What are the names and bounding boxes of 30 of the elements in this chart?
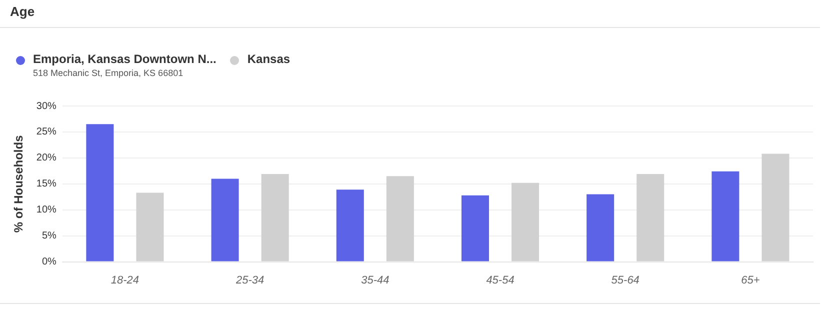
bar [86, 124, 114, 262]
x-tick-label: 35-44 [361, 274, 390, 286]
legend-label: Kansas [247, 52, 290, 66]
y-axis-title: % of Households [12, 134, 26, 233]
x-tick-label: 45-54 [486, 274, 514, 286]
x-tick-label: 65+ [741, 274, 760, 286]
bar [762, 154, 790, 262]
y-tick-label: 20% [36, 152, 57, 164]
text: 518 Mechanic St, Emporia, KS 66801 [33, 68, 184, 78]
y-tick-label: 0% [42, 256, 57, 268]
y-tick-label: 15% [36, 178, 57, 190]
y-tick-label: 5% [42, 230, 57, 242]
bar [261, 174, 289, 262]
chart-title: Age [10, 4, 35, 19]
x-tick-label: 55-64 [611, 274, 640, 286]
bar [386, 176, 414, 262]
bar [211, 178, 239, 262]
bar [712, 171, 740, 262]
x-tick-label: 18-24 [110, 274, 140, 286]
bar [512, 182, 540, 262]
bar [461, 195, 489, 262]
bar [636, 174, 664, 262]
bar [136, 192, 164, 262]
legend-label: Emporia, Kansas Downtown N... [33, 52, 216, 66]
y-tick-label: 25% [36, 126, 57, 138]
bar [336, 190, 364, 262]
bar [586, 194, 614, 262]
y-tick-label: 30% [36, 100, 57, 112]
x-tick-label: 25-34 [234, 274, 264, 286]
y-tick-label: 10% [36, 204, 57, 216]
